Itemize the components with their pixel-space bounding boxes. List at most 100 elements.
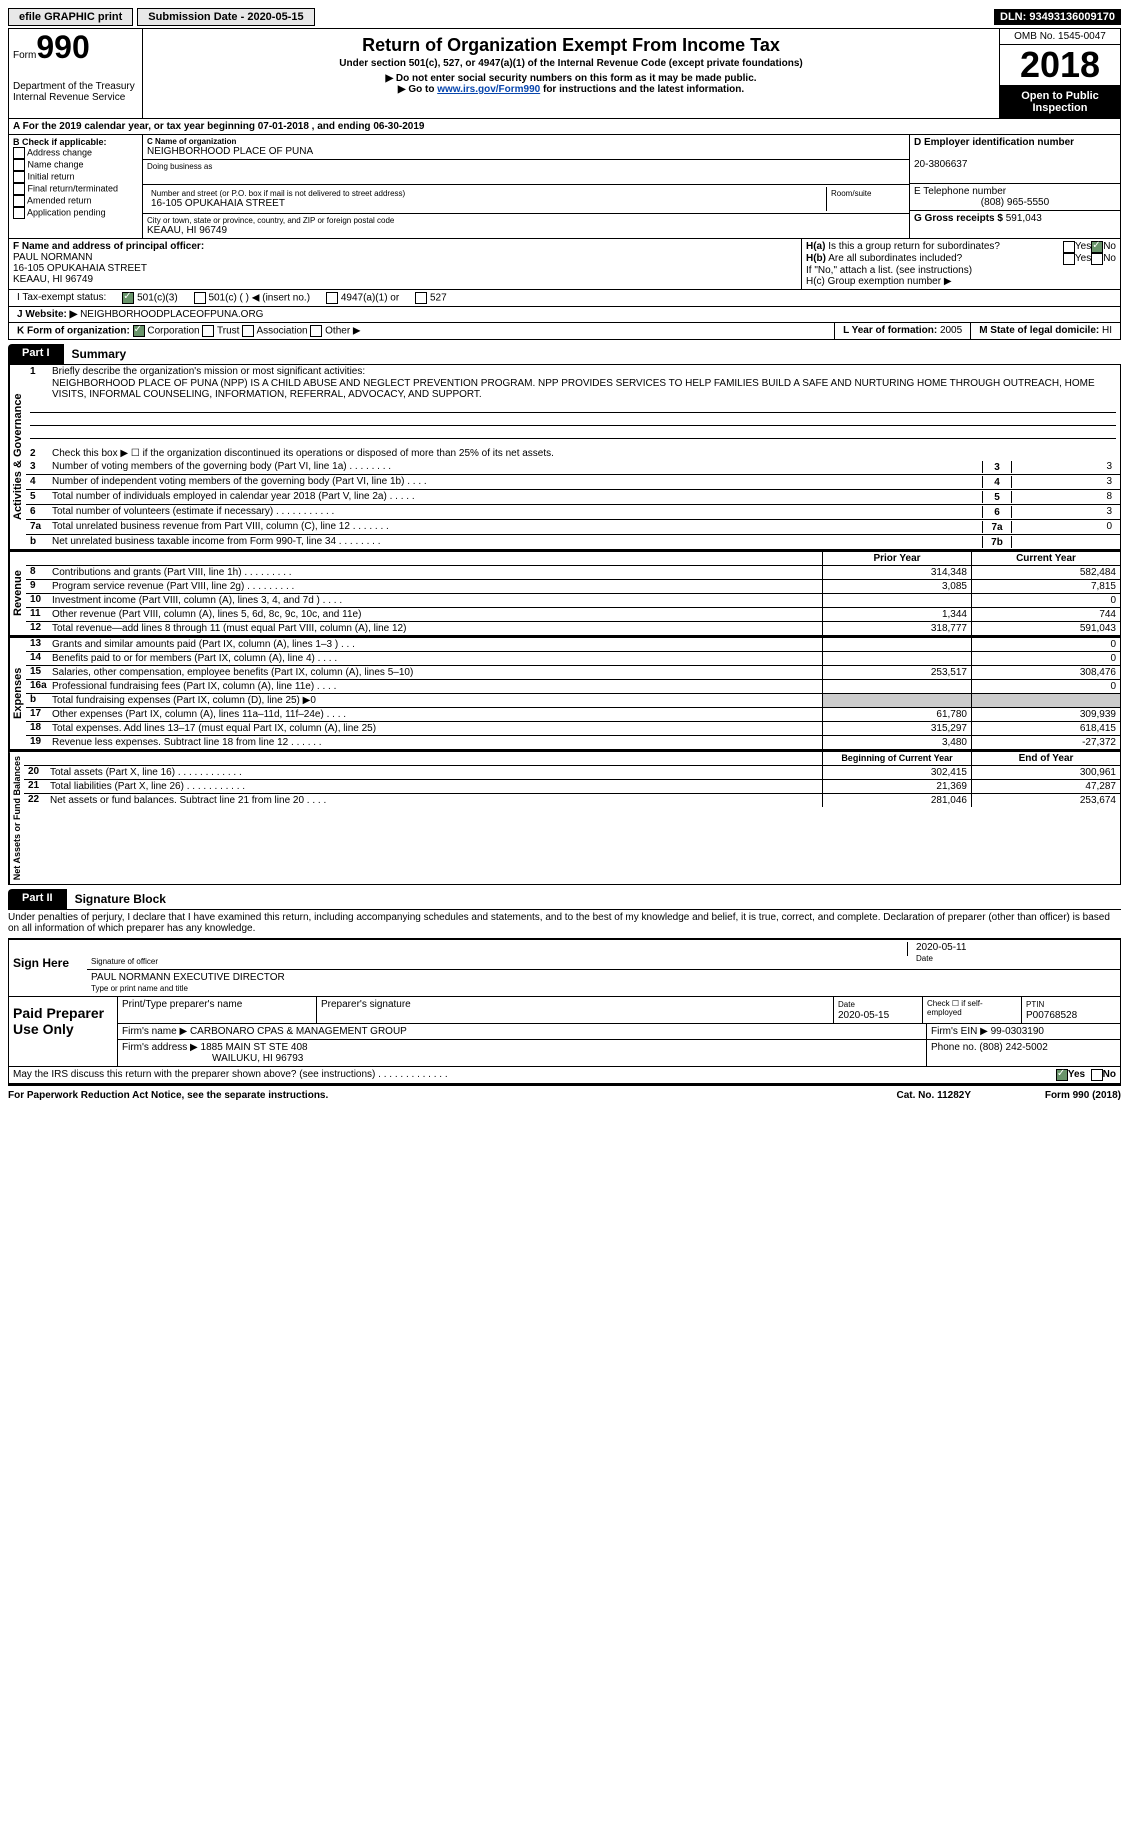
- row-a: A For the 2019 calendar year, or tax yea…: [8, 119, 1121, 135]
- col-f: F Name and address of principal officer:…: [9, 239, 802, 289]
- ha-text: H(a) Is this a group return for subordin…: [806, 241, 1063, 253]
- sig-date: 2020-05-11: [916, 942, 966, 953]
- form-title: Return of Organization Exempt From Incom…: [147, 35, 995, 56]
- chk-other[interactable]: [310, 325, 322, 337]
- summary-line-7a: 7aTotal unrelated business revenue from …: [26, 519, 1120, 534]
- discuss-row: May the IRS discuss this return with the…: [8, 1067, 1121, 1084]
- officer-street: 16-105 OPUKAHAIA STREET: [13, 263, 147, 274]
- discuss-yes-label: Yes: [1068, 1069, 1085, 1081]
- chk-name[interactable]: [13, 159, 25, 171]
- officer-name-title: PAUL NORMANN EXECUTIVE DIRECTOR: [91, 972, 1116, 983]
- l-label: L Year of formation:: [843, 325, 940, 336]
- g-label: G Gross receipts $: [914, 213, 1003, 224]
- sig-officer-label: Signature of officer: [91, 957, 158, 966]
- k-opt-3: Other ▶: [325, 326, 360, 337]
- chk-501c[interactable]: [194, 292, 206, 304]
- f-label: F Name and address of principal officer:: [13, 241, 204, 252]
- side-gov: Activities & Governance: [9, 365, 26, 549]
- chk-assoc[interactable]: [242, 325, 254, 337]
- k-opt-1: Trust: [217, 326, 239, 337]
- irs-link[interactable]: www.irs.gov/Form990: [437, 84, 540, 95]
- ha-yes[interactable]: [1063, 241, 1075, 253]
- firm-phone: (808) 242-5002: [979, 1042, 1047, 1053]
- b-item-4: Amended return: [27, 195, 92, 205]
- sign-here-label: Sign Here: [9, 940, 87, 996]
- sign-here-section: Sign Here Signature of officer 2020-05-1…: [8, 938, 1121, 997]
- ptin-label: PTIN: [1026, 1000, 1044, 1009]
- org-city: KEAAU, HI 96749: [147, 225, 905, 236]
- expenses-section: Expenses 13Grants and similar amounts pa…: [8, 636, 1121, 750]
- year-formation: 2005: [940, 325, 962, 336]
- revenue-section: Revenue Prior Year Current Year 8Contrib…: [8, 550, 1121, 636]
- ha-yes-label: Yes: [1075, 241, 1091, 253]
- dln: DLN: 93493136009170: [994, 9, 1121, 25]
- amt-line-22: 22Net assets or fund balances. Subtract …: [24, 793, 1120, 807]
- org-name: NEIGHBORHOOD PLACE OF PUNA: [147, 146, 905, 157]
- firm-name: CARBONARO CPAS & MANAGEMENT GROUP: [190, 1026, 407, 1037]
- city-label: City or town, state or province, country…: [147, 216, 905, 225]
- row-a-text: A For the 2019 calendar year, or tax yea…: [13, 121, 424, 132]
- sub-date: 2020-05-15: [247, 11, 303, 23]
- hb-yes[interactable]: [1063, 253, 1075, 265]
- type-name-label: Type or print name and title: [91, 984, 188, 993]
- self-employed: Check ☐ if self-employed: [923, 997, 1022, 1023]
- part2-label: Part II: [8, 889, 67, 910]
- b-item-1: Name change: [28, 159, 84, 169]
- omb-number: OMB No. 1545-0047: [1000, 29, 1120, 45]
- chk-527[interactable]: [415, 292, 427, 304]
- k-opt-0: Corporation: [147, 326, 199, 337]
- ptin: P00768528: [1026, 1010, 1077, 1021]
- chk-amended[interactable]: [13, 195, 25, 207]
- firm-ein-label: Firm's EIN ▶: [931, 1026, 988, 1037]
- b-item-2: Initial return: [28, 171, 75, 181]
- chk-501c3[interactable]: [122, 292, 134, 304]
- c-name-label: C Name of organization: [147, 137, 236, 146]
- hb-no[interactable]: [1091, 253, 1103, 265]
- summary-line-b: bNet unrelated business taxable income f…: [26, 534, 1120, 549]
- efile-btn[interactable]: efile GRAPHIC print: [8, 8, 133, 26]
- col-deg: D Employer identification number 20-3806…: [909, 135, 1120, 238]
- chk-final[interactable]: [13, 183, 25, 195]
- prep-date: 2020-05-15: [838, 1010, 889, 1021]
- discuss-no[interactable]: [1091, 1069, 1103, 1081]
- i-opt-1: 501(c) ( ) ◀ (insert no.): [208, 293, 310, 304]
- col-curr: Current Year: [971, 552, 1120, 565]
- col-b: B Check if applicable: Address change Na…: [9, 135, 143, 238]
- chk-trust[interactable]: [202, 325, 214, 337]
- ha-no[interactable]: [1091, 241, 1103, 253]
- chk-pending[interactable]: [13, 207, 25, 219]
- firm-city: WAILUKU, HI 96793: [212, 1053, 303, 1064]
- col-end: End of Year: [971, 752, 1120, 765]
- amt-line-13: 13Grants and similar amounts paid (Part …: [26, 638, 1120, 651]
- chk-4947[interactable]: [326, 292, 338, 304]
- chk-initial[interactable]: [13, 171, 25, 183]
- form-word: Form: [13, 50, 36, 61]
- part1-header: Part I Summary: [8, 344, 1121, 365]
- part1-label: Part I: [8, 344, 64, 365]
- chk-address[interactable]: [13, 147, 25, 159]
- amt-line-17: 17Other expenses (Part IX, column (A), l…: [26, 707, 1120, 721]
- tax-year: 2018: [1000, 45, 1120, 86]
- room-label: Room/suite: [831, 189, 901, 198]
- summary-line-4: 4Number of independent voting members of…: [26, 474, 1120, 489]
- row-j: J Website: ▶ NEIGHBORHOODPLACEOFPUNA.ORG: [8, 307, 1121, 323]
- col-begin: Beginning of Current Year: [822, 752, 971, 765]
- state-domicile: HI: [1102, 325, 1112, 336]
- gross-receipts: 591,043: [1006, 213, 1042, 224]
- dln-label: DLN:: [1000, 11, 1029, 23]
- discuss-yes[interactable]: [1056, 1069, 1068, 1081]
- part1-title: Summary: [64, 344, 1121, 365]
- amt-line-12: 12Total revenue—add lines 8 through 11 (…: [26, 621, 1120, 635]
- summary-line-3: 3Number of voting members of the governi…: [26, 460, 1120, 474]
- firm-ein: 99-0303190: [991, 1026, 1044, 1037]
- header-right: OMB No. 1545-0047 2018 Open to Public In…: [999, 29, 1120, 118]
- row-i: I Tax-exempt status: 501(c)(3) 501(c) ( …: [8, 290, 1121, 307]
- header-mid: Return of Organization Exempt From Incom…: [143, 29, 999, 118]
- hb-no-label: No: [1103, 253, 1116, 265]
- footer-left: For Paperwork Reduction Act Notice, see …: [8, 1090, 897, 1101]
- discuss-no-label: No: [1103, 1069, 1116, 1081]
- chk-corp[interactable]: [133, 325, 145, 337]
- paid-label: Paid Preparer Use Only: [9, 997, 117, 1066]
- amt-line-b: bTotal fundraising expenses (Part IX, co…: [26, 693, 1120, 707]
- prep-date-label: Date: [838, 1000, 855, 1009]
